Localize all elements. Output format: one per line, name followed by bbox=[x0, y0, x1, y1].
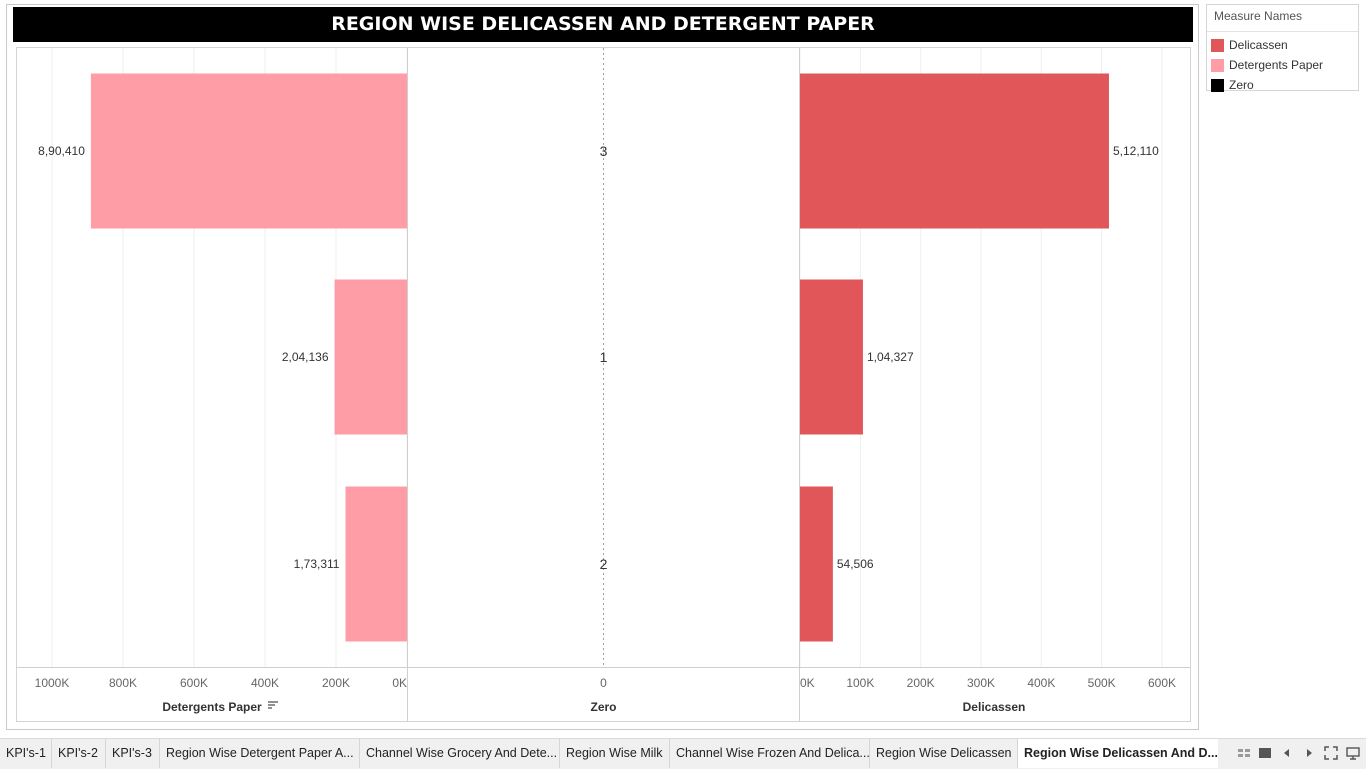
detergents-paper-bar bbox=[345, 486, 407, 642]
legend-swatch-zero bbox=[1211, 79, 1224, 92]
zero-tick-label: 0 bbox=[600, 676, 607, 690]
delicassen-bar bbox=[800, 486, 833, 642]
fullscreen-icon[interactable] bbox=[1324, 746, 1338, 760]
next-icon[interactable] bbox=[1302, 746, 1316, 760]
chart-border bbox=[16, 47, 1191, 722]
tab-channel-wise-grocery[interactable]: Channel Wise Grocery And Dete... bbox=[360, 739, 560, 768]
tab-kpis-1[interactable]: KPI's-1 bbox=[0, 739, 52, 768]
tab-region-wise-milk[interactable]: Region Wise Milk bbox=[560, 739, 670, 768]
sort-descending-icon[interactable] bbox=[268, 701, 278, 709]
delicassen-tick-label: 500K bbox=[1088, 676, 1116, 690]
tab-region-wise-delicassen-and-detergent[interactable]: Region Wise Delicassen And D... bbox=[1018, 739, 1218, 768]
tab-region-wise-detergent-paper[interactable]: Region Wise Detergent Paper A... bbox=[160, 739, 360, 768]
delicassen-tick-label: 600K bbox=[1148, 676, 1176, 690]
detergents-paper-tick-label: 400K bbox=[251, 676, 279, 690]
delicassen-bar bbox=[800, 279, 863, 435]
legend-label: Detergents Paper bbox=[1229, 58, 1324, 72]
detergents-paper-data-label: 1,73,311 bbox=[294, 557, 340, 571]
legend-label: Zero bbox=[1229, 78, 1254, 92]
previous-icon[interactable] bbox=[1280, 746, 1294, 760]
filmstrip-icon[interactable] bbox=[1258, 746, 1272, 760]
delicassen-tick-label: 400K bbox=[1027, 676, 1055, 690]
delicassen-data-label: 54,506 bbox=[837, 557, 874, 571]
detergents-paper-axis-title: Detergents Paper bbox=[162, 700, 262, 714]
detergents-paper-tick-label: 600K bbox=[180, 676, 208, 690]
grid-view-icon[interactable] bbox=[1237, 746, 1251, 760]
detergents-paper-data-label: 2,04,136 bbox=[282, 350, 329, 364]
sheet-tab-bar: KPI's-1 KPI's-2 KPI's-3 Region Wise Dete… bbox=[0, 738, 1366, 769]
detergents-paper-bar bbox=[90, 73, 407, 229]
delicassen-axis-title: Delicassen bbox=[963, 700, 1026, 714]
legend-title: Measure Names bbox=[1214, 9, 1303, 23]
legend-swatch-delicassen bbox=[1211, 39, 1224, 52]
detergents-paper-tick-label: 0K bbox=[392, 676, 407, 690]
delicassen-data-label: 5,12,110 bbox=[1113, 144, 1159, 158]
delicassen-bar bbox=[800, 73, 1109, 229]
tab-kpis-3[interactable]: KPI's-3 bbox=[106, 739, 160, 768]
region-label-1: 1 bbox=[600, 349, 608, 365]
legend-label: Delicassen bbox=[1229, 38, 1288, 52]
delicassen-data-label: 1,04,327 bbox=[867, 350, 914, 364]
tab-channel-wise-frozen[interactable]: Channel Wise Frozen And Delica... bbox=[670, 739, 870, 768]
delicassen-tick-label: 100K bbox=[846, 676, 874, 690]
delicassen-tick-label: 300K bbox=[967, 676, 995, 690]
tab-region-wise-delicassen[interactable]: Region Wise Delicassen bbox=[870, 739, 1018, 768]
detergents-paper-bar bbox=[334, 279, 407, 435]
detergents-paper-data-label: 8,90,410 bbox=[38, 144, 85, 158]
delicassen-tick-label: 0K bbox=[800, 676, 815, 690]
legend[interactable]: Measure Names Delicassen Detergents Pape… bbox=[1206, 4, 1359, 92]
detergents-paper-tick-label: 200K bbox=[322, 676, 350, 690]
region-label-2: 2 bbox=[600, 556, 608, 572]
zero-axis-title: Zero bbox=[590, 700, 616, 714]
detergents-paper-tick-label: 1000K bbox=[35, 676, 70, 690]
region-label-3: 3 bbox=[600, 143, 608, 159]
tab-kpis-2[interactable]: KPI's-2 bbox=[52, 739, 106, 768]
legend-swatch-detergents-paper bbox=[1211, 59, 1224, 72]
presentation-icon[interactable] bbox=[1346, 746, 1360, 760]
delicassen-tick-label: 200K bbox=[907, 676, 935, 690]
legend-divider bbox=[1207, 31, 1358, 32]
dashboard-title: REGION WISE DELICASSEN AND DETERGENT PAP… bbox=[13, 7, 1193, 42]
detergents-paper-tick-label: 800K bbox=[109, 676, 137, 690]
